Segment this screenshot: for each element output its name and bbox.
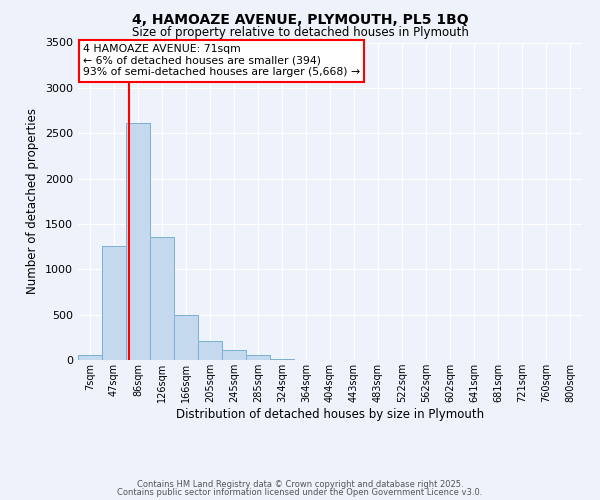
Bar [78,354,102,360]
Text: Size of property relative to detached houses in Plymouth: Size of property relative to detached ho… [131,26,469,39]
Text: Contains public sector information licensed under the Open Government Licence v3: Contains public sector information licen… [118,488,482,497]
Text: Contains HM Land Registry data © Crown copyright and database right 2025.: Contains HM Land Registry data © Crown c… [137,480,463,489]
Bar [174,314,198,360]
Bar [102,246,126,360]
Bar [126,123,150,360]
Text: 4 HAMOAZE AVENUE: 71sqm
← 6% of detached houses are smaller (394)
93% of semi-de: 4 HAMOAZE AVENUE: 71sqm ← 6% of detached… [83,44,360,78]
Text: 4, HAMOAZE AVENUE, PLYMOUTH, PL5 1BQ: 4, HAMOAZE AVENUE, PLYMOUTH, PL5 1BQ [131,12,469,26]
X-axis label: Distribution of detached houses by size in Plymouth: Distribution of detached houses by size … [176,408,484,421]
Bar [150,236,174,360]
Bar [198,341,222,360]
Bar [246,356,270,360]
Bar [222,350,246,360]
Bar [270,359,294,360]
Y-axis label: Number of detached properties: Number of detached properties [26,108,40,294]
